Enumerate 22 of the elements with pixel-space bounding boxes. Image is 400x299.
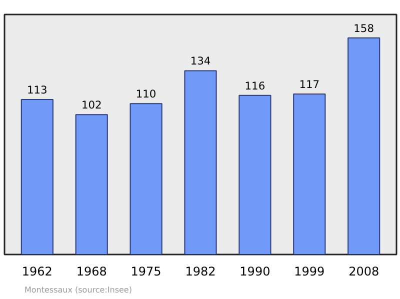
x-tick-label: 1962 [22, 264, 52, 278]
bar [130, 103, 162, 254]
x-tick-label: 1968 [76, 264, 107, 278]
x-tick-label: 1999 [294, 264, 325, 278]
data-label: 102 [81, 98, 102, 112]
data-label: 134 [190, 54, 211, 68]
bar [348, 37, 380, 254]
bar [75, 114, 108, 254]
x-tick-label: 1975 [130, 264, 162, 278]
data-label: 117 [299, 78, 320, 92]
x-tick-label: 1982 [185, 264, 216, 278]
bar [238, 94, 272, 254]
data-label: 110 [136, 88, 156, 101]
bar [184, 70, 217, 254]
data-label: 113 [26, 84, 48, 97]
text: Montessaux (source:Insee) [24, 286, 132, 294]
x-tick-label: 2008 [348, 264, 380, 278]
data-label: 116 [244, 79, 266, 92]
x-tick-label: 1990 [240, 264, 270, 278]
bar [20, 99, 54, 254]
data-label: 158 [354, 22, 374, 35]
bar [293, 94, 326, 254]
